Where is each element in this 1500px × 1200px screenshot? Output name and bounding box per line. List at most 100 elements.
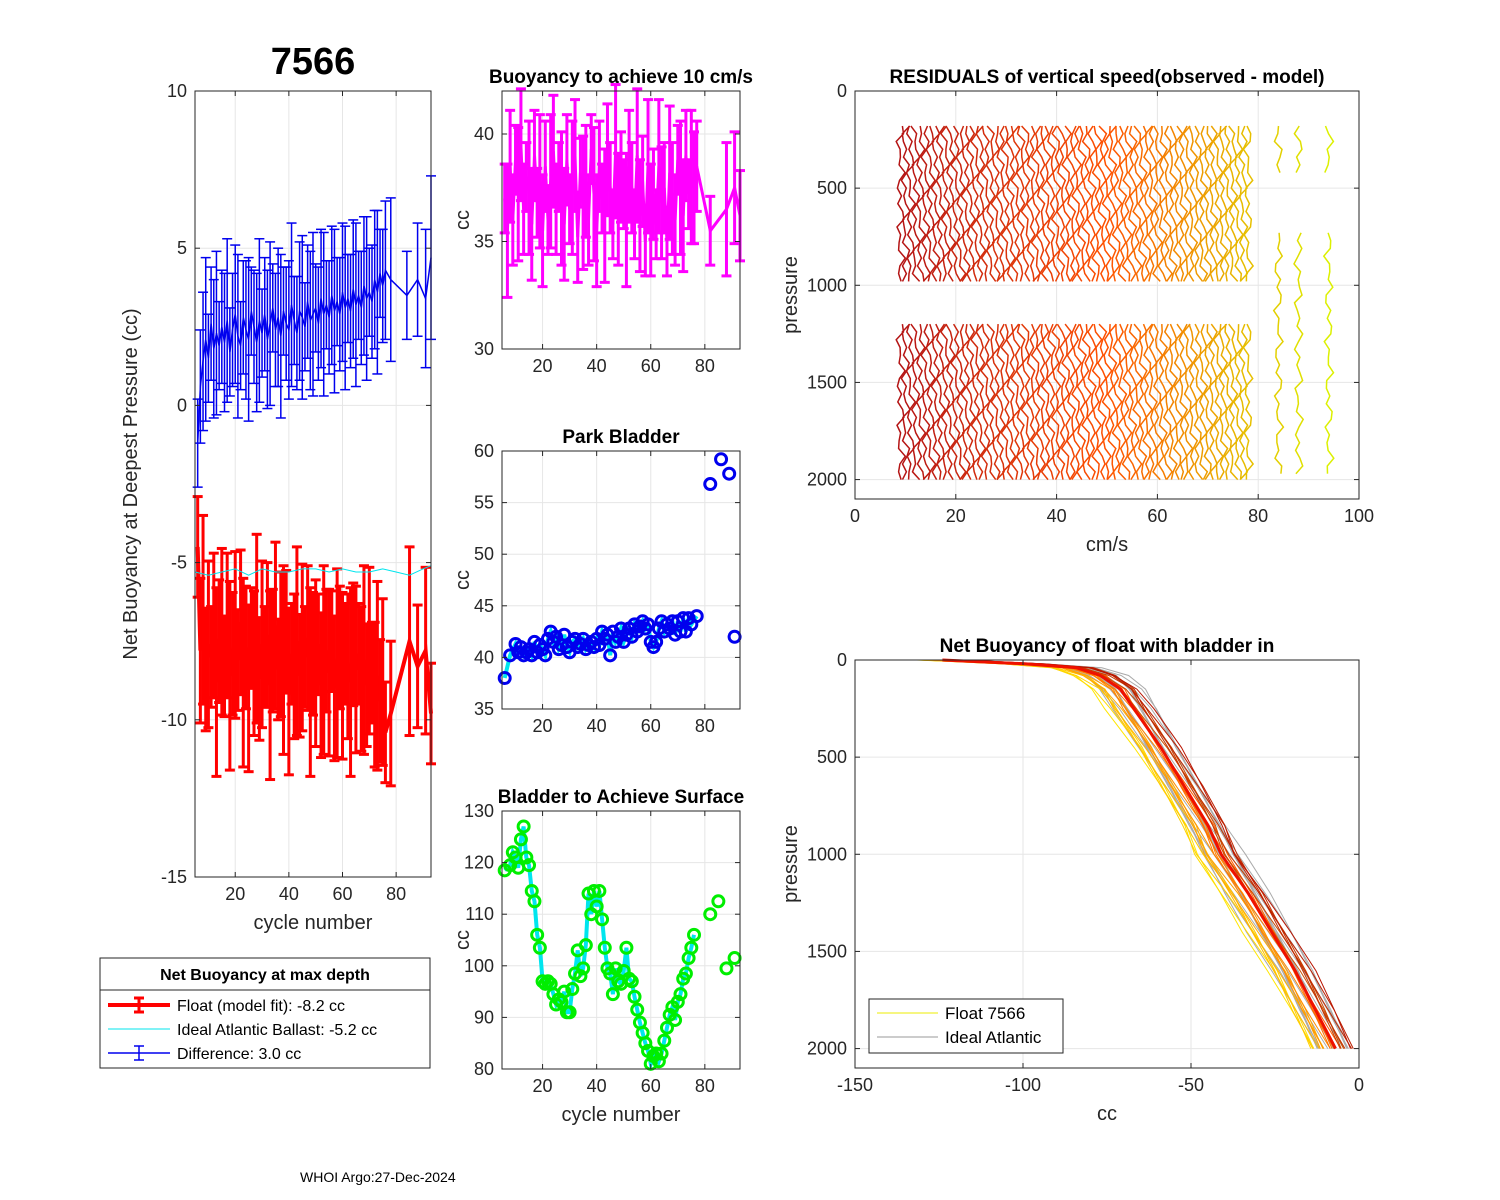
tick-label-y: 60: [474, 441, 494, 461]
float-7566-profile: [962, 659, 1351, 1049]
surface-marker: [530, 927, 545, 942]
tick-label-x: 60: [641, 356, 661, 376]
residual-profile: [930, 125, 942, 282]
tick-label-y: 500: [817, 178, 847, 198]
residual-profile: [1000, 125, 1012, 282]
residual-profile: [955, 323, 967, 481]
residual-profile: [985, 323, 997, 481]
residual-profile: [1065, 323, 1077, 481]
residual-profile: [1075, 125, 1087, 282]
surface-marker: [668, 1012, 683, 1027]
surface-marker: [659, 1020, 674, 1035]
residual-profile: [1010, 323, 1021, 480]
residual-profile: [1162, 125, 1174, 282]
bladder-profiles: [916, 658, 1354, 1050]
residual-profile: [1101, 125, 1113, 282]
park-marker: [673, 624, 688, 639]
residual-profile: [1005, 323, 1017, 481]
x-axis-label: cycle number: [254, 912, 373, 934]
tick-label-x: -100: [1005, 1075, 1041, 1095]
axes-box: [194, 90, 432, 878]
tick-label-y: 0: [177, 395, 187, 415]
buoyancy-line: [503, 144, 742, 242]
surface-marker: [589, 899, 604, 914]
axes-box: [854, 659, 1360, 1069]
legend-title: Net Buoyancy at max depth: [160, 967, 370, 984]
x-axis-label: cc: [1097, 1103, 1117, 1125]
surface-marker: [586, 883, 601, 898]
legend-entry-float-7566: Float 7566: [945, 1004, 1025, 1023]
surface-marker: [678, 966, 693, 981]
residual-profile: [1142, 323, 1154, 481]
tick-label-y: 50: [474, 544, 494, 564]
tick-label-y: 30: [474, 339, 494, 359]
tick-label-y: 80: [474, 1059, 494, 1079]
residual-profile: [1096, 125, 1108, 282]
figure-title: 7566: [271, 41, 356, 83]
residual-profile: [1168, 323, 1179, 480]
residual-profile: [1132, 125, 1144, 282]
residual-profile: [950, 125, 962, 282]
surface-marker: [522, 858, 537, 873]
park-marker: [714, 452, 729, 467]
net-buoyancy-bladder-chart: -150 -100 -50 0 0 500 1000 1500 2000 Net Buoyancy…: [780, 636, 1364, 1125]
tick-label-x: 100: [1344, 506, 1374, 526]
residual-profile: [1203, 125, 1214, 282]
surface-marker: [624, 974, 639, 989]
park-marker: [649, 634, 664, 649]
plot-content: [192, 175, 436, 788]
surface-marker: [532, 940, 547, 955]
residual-profile: [1172, 323, 1184, 480]
tick-label-x: 80: [695, 1076, 715, 1096]
chart-title: RESIDUALS of vertical speed(observed - m…: [890, 67, 1325, 88]
residual-profile: [960, 323, 972, 481]
surface-marker: [576, 961, 591, 976]
tick-label-x: -50: [1178, 1075, 1204, 1095]
axes-box: [501, 810, 741, 1070]
surface-marker: [687, 927, 702, 942]
tick-label-y: 120: [464, 853, 494, 873]
residual-profile: [990, 324, 1002, 480]
park-marker: [689, 609, 704, 624]
float-7566-mean-profile: [942, 658, 1337, 1050]
y-axis-label: cc: [452, 570, 474, 590]
residual-profile: [1137, 125, 1148, 282]
plot-area: [855, 91, 1359, 499]
surface-marker: [627, 989, 642, 1004]
tick-label-y: 5: [177, 238, 187, 258]
footer-text: WHOI Argo:27-Dec-2024: [300, 1169, 456, 1185]
difference-line: [196, 257, 432, 444]
residual-profile: [1172, 125, 1184, 282]
y-axis-label: cc: [452, 930, 474, 950]
ideal-ballast-line: [194, 565, 432, 576]
surface-marker: [608, 961, 623, 976]
float-7566-profile: [929, 659, 1324, 1049]
tick-label-y: -5: [171, 553, 187, 573]
residual-profile: [1106, 125, 1118, 282]
residual-profile: [1101, 324, 1113, 480]
tick-label-y: 1000: [807, 844, 847, 864]
tick-label-x: 40: [1047, 506, 1067, 526]
residual-profile: [1075, 323, 1087, 480]
ideal-atlantic-profile: [964, 659, 1348, 1049]
tick-label-y: -10: [161, 710, 187, 730]
residual-profile: [1142, 125, 1154, 282]
axes-box: [501, 450, 741, 710]
tick-label-x: 20: [225, 884, 245, 904]
residual-profile: [1238, 323, 1249, 481]
surface-marker: [527, 894, 542, 909]
residual-profile: [945, 323, 957, 480]
park-bladder-chart: 20 40 60 80 35 40 45 50 55 60 Park Bladder cc: [452, 427, 742, 736]
residual-profile: [1035, 324, 1046, 480]
residual-profile: [955, 125, 967, 282]
legend-net-buoyancy: Net Buoyancy at max depth Float (model f…: [99, 957, 431, 1069]
tick-label-x: 60: [1147, 506, 1167, 526]
residual-profile: [1218, 323, 1229, 480]
legend-swatch-float: [108, 996, 170, 1014]
tick-label-y: 2000: [807, 470, 847, 490]
surface-marker: [578, 938, 593, 953]
x-axis-label: cycle number: [562, 1104, 681, 1126]
residual-profile: [1212, 324, 1224, 480]
residual-profile: [1322, 232, 1335, 474]
legend-swatch-difference: [108, 1045, 170, 1061]
